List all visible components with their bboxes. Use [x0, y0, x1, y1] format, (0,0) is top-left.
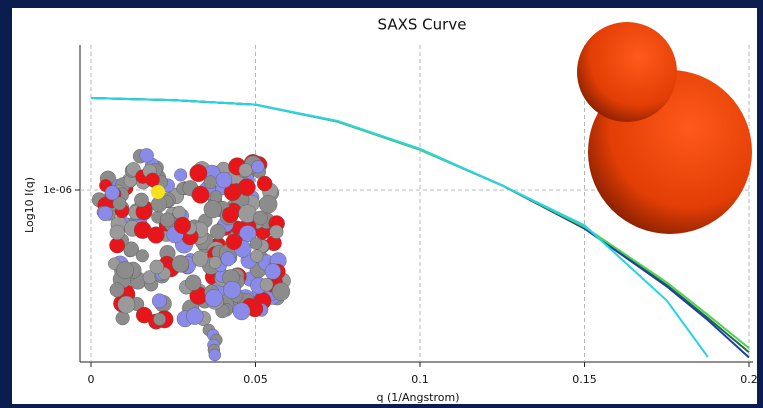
atom [98, 206, 113, 221]
x-tick-label: 0 [88, 373, 95, 386]
atom [152, 294, 166, 308]
atom [265, 263, 281, 279]
x-tick-label: 0.2 [740, 373, 758, 386]
x-tick-label: 0.05 [243, 373, 268, 386]
atom [216, 172, 232, 188]
atom [257, 176, 272, 191]
atom [260, 278, 273, 291]
atom [210, 224, 225, 239]
atom [140, 148, 154, 162]
atom [118, 296, 135, 313]
x-tick-label: 0.1 [411, 373, 429, 386]
atom [174, 169, 187, 182]
atom [192, 186, 209, 203]
atom [239, 163, 253, 177]
atom [190, 164, 207, 181]
page: {"chart_data": {"type": "line", "title":… [0, 0, 763, 408]
atom [172, 255, 189, 272]
atom [253, 211, 267, 225]
atom [110, 283, 124, 297]
atom [151, 185, 165, 199]
atom [204, 200, 222, 218]
atom [270, 225, 284, 239]
atom [116, 262, 133, 279]
atom [205, 289, 222, 306]
atom [110, 225, 125, 240]
atom [209, 256, 221, 268]
atom [134, 193, 148, 207]
atom [173, 206, 186, 219]
atom [153, 313, 166, 326]
chart: SAXS Curve q (1/Angstrom) Log10 I(q) 0 0.… [0, 0, 763, 408]
atom [136, 307, 152, 323]
atom [146, 173, 160, 187]
atom [186, 308, 203, 325]
atom [134, 221, 151, 238]
atom [185, 275, 201, 291]
atom [222, 207, 238, 223]
x-axis-label: q (1/Angstrom) [376, 391, 459, 404]
atom [105, 186, 120, 201]
x-tick-label: 0.15 [572, 373, 597, 386]
atom [226, 234, 242, 250]
atom [136, 249, 149, 262]
atom [250, 238, 262, 250]
atom [160, 213, 174, 227]
chart-title: SAXS Curve [378, 16, 467, 34]
atom [192, 251, 208, 267]
bead [577, 22, 677, 122]
atom [209, 349, 221, 361]
atom [174, 217, 191, 234]
atom [251, 250, 264, 263]
atom [223, 281, 240, 298]
y-tick-label: 1e-06 [43, 185, 72, 196]
atom [233, 303, 250, 320]
atom [272, 283, 290, 301]
atom [259, 195, 277, 213]
y-axis-label: Log10 I(q) [23, 177, 36, 233]
atom [221, 252, 235, 266]
atom [150, 260, 164, 274]
atom [252, 160, 265, 173]
